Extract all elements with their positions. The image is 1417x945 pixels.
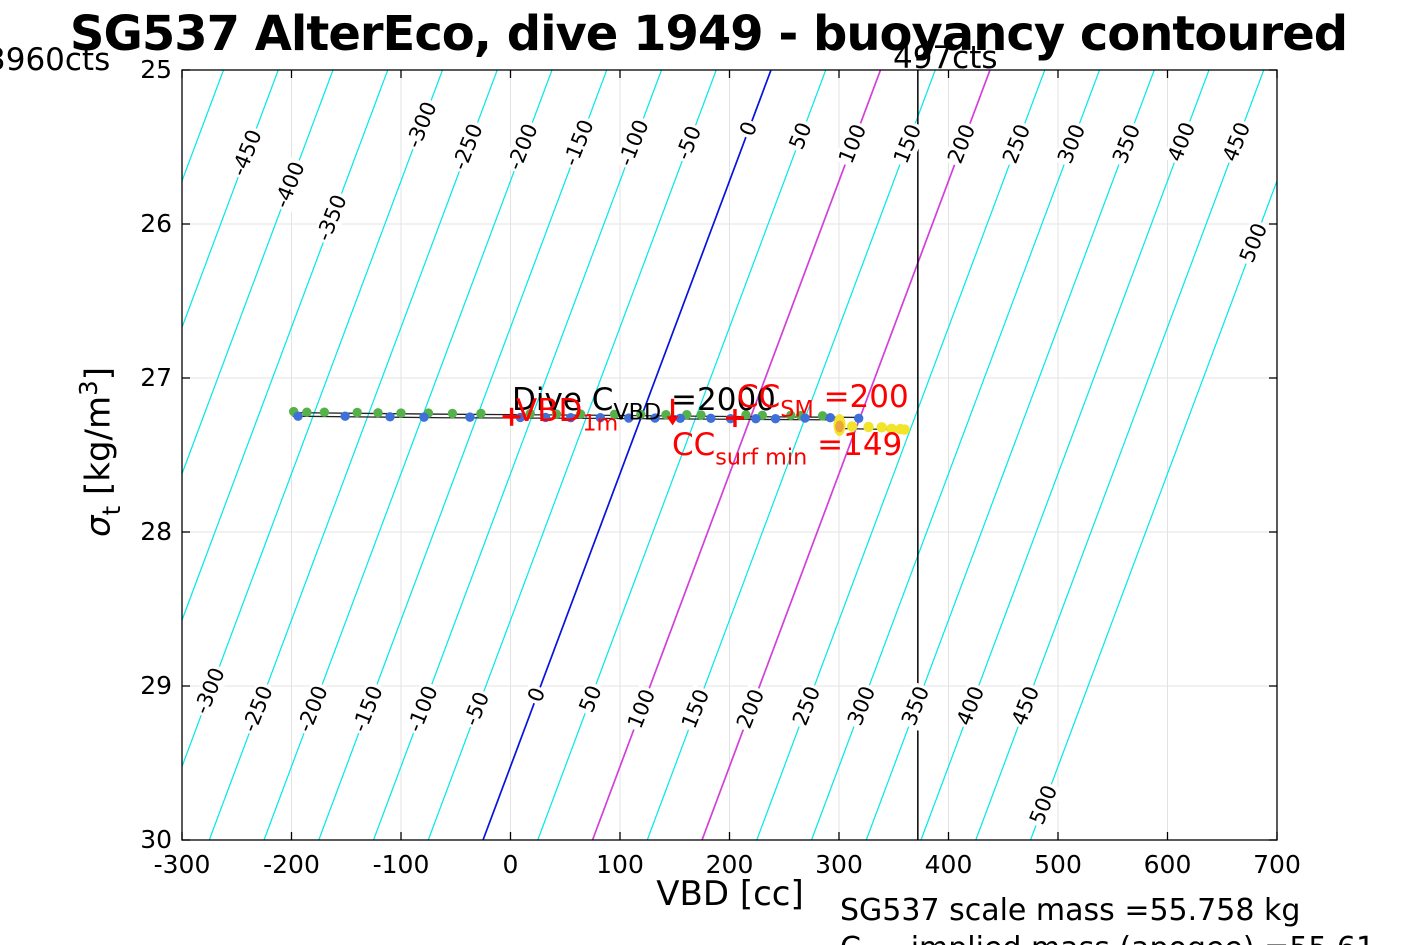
data-point-green_points (575, 409, 586, 419)
data-point-yellow_surface_points (899, 424, 910, 435)
annotation-vbd-1m: VBD1m (516, 393, 619, 437)
y-tick-label: 29 (140, 671, 172, 700)
data-point-green_points (302, 407, 312, 417)
x-tick-label: 400 (924, 850, 973, 879)
surface-blob-core (835, 420, 844, 433)
contour-group (182, 70, 1277, 840)
data-point-blue_points (751, 413, 761, 424)
data-point-blue_points (770, 413, 781, 424)
data-point-blue_points (624, 413, 634, 423)
data-point-blue_points (650, 413, 660, 423)
y-tick-label: 25 (140, 55, 172, 84)
contour-line (482, 70, 772, 840)
x-tick-label: -300 (153, 850, 211, 879)
y-tick-label: 26 (140, 209, 172, 238)
x-tick-label: 100 (596, 850, 644, 879)
data-point-green_points (696, 410, 706, 420)
annotation-cc-surf-min: CCsurf min =149 (672, 427, 903, 471)
data-point-blue_points (800, 413, 810, 423)
data-point-blue_points (385, 412, 395, 422)
data-point-green_points (476, 408, 486, 419)
x-tick-label: 600 (1143, 850, 1192, 879)
data-point-green_points (319, 407, 330, 417)
x-tick-label: 300 (815, 850, 863, 879)
contour-line (1029, 179, 1277, 840)
data-point-green_points (786, 410, 796, 420)
y-axis-label: σt [kg/m3] (74, 367, 126, 537)
contour-line (182, 70, 279, 330)
data-point-green_points (551, 409, 562, 419)
data-point-blue_points (825, 413, 835, 423)
y-tick-label: 30 (140, 825, 172, 854)
data-point-green_points (636, 409, 646, 420)
vbd-min-counts-label: 3960cts (0, 42, 111, 78)
x-tick-label: 200 (705, 850, 754, 879)
data-point-blue_points (540, 412, 551, 423)
y-tick-label: 27 (140, 363, 172, 392)
x-tick-label: -200 (263, 850, 320, 879)
data-point-blue_points (293, 411, 303, 421)
x-tick-label: 500 (1034, 850, 1082, 879)
x-tick-label: -100 (372, 850, 430, 879)
data-point-yellow_surface_points (886, 423, 897, 435)
data-point-blue_points (706, 413, 716, 424)
data-point-blue_points (340, 411, 350, 421)
data-point-green_points (373, 408, 383, 418)
vbd-max-counts-label: 497cts (893, 40, 998, 76)
data-point-green_points (352, 407, 362, 418)
red-down-arrow-head (666, 416, 679, 426)
data-point-green_points (447, 408, 458, 419)
x-axis-label: VBD [cc] (656, 874, 804, 914)
data-point-blue_points (595, 413, 605, 423)
data-point-blue_points (465, 412, 475, 422)
y-tick-label: 28 (140, 517, 172, 546)
data-point-green_points (817, 411, 828, 421)
x-tick-label: 700 (1253, 850, 1301, 879)
annotation-dive-cvbd: Dive CVBD =2000 (512, 382, 776, 426)
data-point-blue_points (566, 413, 576, 423)
data-point-green_points (525, 409, 535, 419)
data-point-green_points (396, 408, 406, 418)
data-point-blue_points (675, 413, 685, 424)
implied-mass-text: Cvbd implied mass (apogee) =55.61 (840, 931, 1375, 945)
annotation-cc-sm: CCSM =200 (737, 379, 909, 423)
data-point-yellow_surface_points (846, 421, 858, 432)
data-point-yellow_surface_points (876, 422, 887, 433)
data-point-yellow_surface_points (863, 421, 874, 433)
data-point-blue_points (854, 413, 864, 424)
x-tick-label: 0 (502, 850, 519, 879)
data-point-blue_points (419, 412, 429, 422)
data-point-green_points (609, 409, 620, 420)
scale-mass-text: SG537 scale mass =55.758 kg (840, 893, 1301, 928)
chart-title: SG537 AlterEco, dive 1949 - buoyancy con… (69, 6, 1348, 62)
